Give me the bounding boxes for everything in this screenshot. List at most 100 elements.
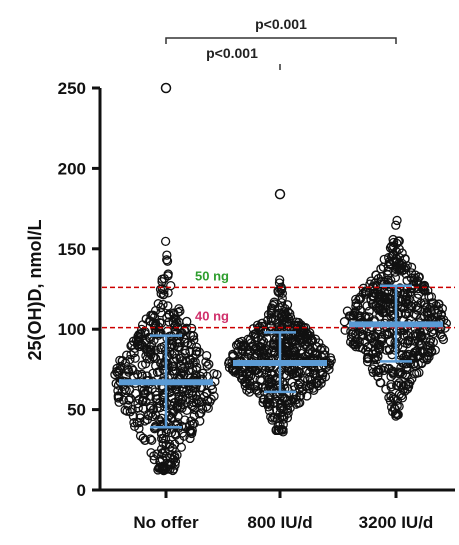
data-point: [192, 362, 202, 372]
data-point: [382, 279, 392, 289]
data-point: [377, 332, 387, 343]
data-point: [182, 316, 192, 327]
data-point: [392, 215, 402, 226]
data-point: [110, 369, 120, 380]
data-point: [411, 301, 421, 311]
data-point: [201, 401, 212, 412]
data-point: [258, 325, 268, 335]
data-point: [163, 301, 173, 311]
data-point: [169, 397, 180, 408]
data-point: [195, 416, 205, 426]
data-point: [351, 294, 361, 305]
data-point: [294, 335, 304, 345]
data-point: [191, 342, 202, 352]
data-point: [157, 464, 167, 474]
data-point: [401, 380, 411, 390]
data-point: [188, 390, 198, 401]
data-point: [419, 298, 430, 308]
data-point: [374, 367, 384, 378]
significance-label: p<0.001: [206, 45, 258, 61]
data-point: [354, 294, 364, 305]
y-tick-label: 50: [67, 401, 86, 420]
data-point: [176, 442, 186, 452]
data-point: [278, 414, 288, 424]
significance-label: p<0.001: [255, 16, 307, 32]
data-point: [263, 393, 274, 403]
data-point: [394, 389, 405, 399]
data-point: [352, 339, 362, 349]
data-point: [145, 434, 155, 444]
data-point: [207, 384, 218, 395]
data-point: [160, 236, 171, 247]
data-point: [183, 338, 193, 348]
data-point: [400, 338, 410, 348]
data-point: [283, 395, 293, 405]
data-point: [427, 347, 437, 357]
data-point: [130, 388, 141, 399]
data-point: [411, 329, 421, 339]
data-point: [169, 356, 179, 366]
data-point: [392, 332, 402, 342]
x-category-label: No offer: [133, 513, 199, 532]
data-point: [292, 371, 302, 382]
data-point: [313, 381, 323, 391]
data-point: [188, 331, 198, 341]
y-tick-label: 150: [58, 240, 86, 259]
data-point: [150, 410, 161, 420]
data-point: [437, 332, 447, 342]
data-point: [304, 384, 314, 394]
data-point: [391, 220, 401, 230]
data-point: [171, 353, 182, 363]
data-point: [293, 398, 304, 408]
data-point: [192, 346, 202, 356]
data-point: [378, 307, 389, 317]
data-point: [170, 460, 180, 470]
data-point: [350, 308, 360, 318]
data-point: [402, 261, 412, 271]
data-point: [423, 308, 433, 318]
data-point: [162, 255, 172, 265]
data-point: [147, 435, 157, 446]
data-point: [400, 386, 410, 396]
data-point: [170, 429, 180, 439]
data-point: [360, 337, 371, 347]
data-point: [140, 388, 150, 399]
data-point: [131, 335, 142, 345]
data-point: [277, 288, 288, 299]
reference-line-label: 40 ng: [195, 309, 229, 324]
data-point: [157, 274, 167, 284]
data-point: [142, 414, 153, 425]
data-points: [110, 82, 451, 476]
reference-line-label: 50 ng: [195, 268, 229, 283]
y-ticks: 0 50 100 150 200 250: [58, 79, 100, 500]
data-point: [393, 410, 403, 420]
data-point: [250, 382, 260, 392]
data-point: [145, 401, 156, 411]
data-point: [188, 402, 198, 412]
data-point: [308, 383, 318, 393]
data-point: [167, 413, 177, 423]
data-point: [272, 374, 283, 384]
data-point: [294, 384, 305, 394]
y-tick-label: 100: [58, 320, 86, 339]
data-point: [233, 346, 243, 357]
data-point: [116, 361, 126, 372]
x-category-label: 800 IU/d: [247, 513, 312, 532]
data-point: [386, 371, 396, 382]
data-point: [158, 290, 169, 300]
data-point: [291, 343, 302, 354]
data-point: [241, 378, 251, 389]
data-point: [169, 341, 180, 351]
outlier-point: [160, 82, 172, 94]
data-point: [204, 359, 214, 369]
data-point: [158, 433, 169, 444]
data-point: [282, 413, 293, 423]
data-point: [203, 403, 213, 413]
y-tick-label: 0: [77, 481, 86, 500]
data-point: [151, 394, 161, 404]
data-point: [406, 262, 417, 272]
data-point: [156, 328, 166, 338]
data-point: [254, 347, 265, 357]
data-point: [376, 264, 386, 274]
data-point: [386, 402, 397, 412]
